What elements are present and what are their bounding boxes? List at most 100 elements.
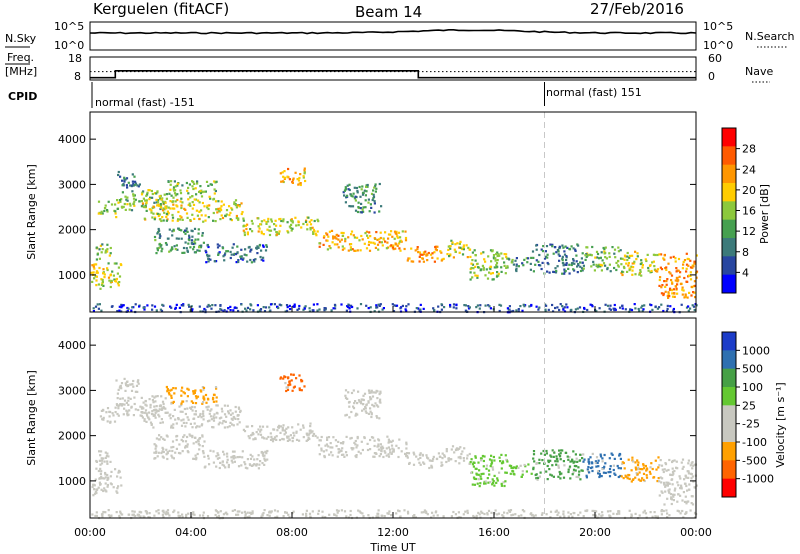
power-echo-cell-8 bbox=[206, 253, 209, 256]
velocity-echo-cell-2 bbox=[99, 415, 102, 418]
power-echo-cell-11 bbox=[332, 237, 335, 240]
velocity-echo-cell-0 bbox=[97, 486, 100, 489]
power-echo-cell-8 bbox=[205, 261, 208, 264]
velocity-echo-cell-9 bbox=[260, 428, 263, 431]
power-echo-cell-17 bbox=[558, 245, 561, 248]
power-echo-cell-3 bbox=[131, 190, 134, 193]
power-echo-cell-15 bbox=[483, 258, 486, 261]
velocity-echo-cell-14 bbox=[450, 448, 453, 451]
velocity-echo-cell-15 bbox=[471, 483, 474, 486]
velocity-echo-cell-14 bbox=[460, 452, 463, 456]
velocity-echo-cell-13 bbox=[427, 457, 430, 460]
power-echo-cell-5 bbox=[162, 219, 165, 222]
velocity-echo-cell-17 bbox=[574, 453, 577, 456]
power-echo-cell-8 bbox=[250, 261, 253, 264]
velocity-echo-cell-20 bbox=[660, 464, 664, 467]
power-echo-cell-11 bbox=[387, 237, 390, 240]
power-echo-cell-8 bbox=[232, 243, 235, 246]
power-echo-cell-21 bbox=[558, 308, 561, 312]
velocity-echo-cell-3 bbox=[148, 398, 151, 401]
power-echo-cell-12 bbox=[367, 198, 370, 201]
power-echo-cell-6 bbox=[187, 192, 190, 195]
power-echo-cell-20 bbox=[671, 292, 674, 295]
velocity-echo-cell-16 bbox=[510, 466, 513, 469]
power-echo-cell-12 bbox=[355, 186, 358, 190]
power-echo-cell-15 bbox=[484, 260, 487, 263]
noise-panel: N.Sky 10^5 10^0 10^5 10^0 N.Search bbox=[5, 20, 795, 52]
power-echo-cell-8 bbox=[240, 248, 243, 251]
velocity-echo-cell-17 bbox=[543, 453, 546, 456]
power-echo-cell-11 bbox=[327, 235, 330, 238]
velocity-echo-cell-21 bbox=[630, 516, 633, 519]
velocity-echo-cell-21 bbox=[287, 513, 290, 516]
velocity-echo-cell-11 bbox=[343, 455, 346, 458]
power-echo-cell-13 bbox=[416, 246, 419, 249]
velocity-echo-cell-15 bbox=[485, 464, 488, 467]
power-echo-cell-17 bbox=[575, 254, 578, 257]
velocity-echo-cell-20 bbox=[690, 502, 693, 505]
power-echo-cell-2 bbox=[97, 212, 100, 215]
power-echo-cell-14 bbox=[449, 247, 452, 250]
velocity-echo-cell-5 bbox=[175, 422, 178, 425]
power-echo-cell-20 bbox=[673, 295, 676, 298]
velocity-echo-cell-7 bbox=[153, 443, 156, 446]
power-echo-cell-17 bbox=[563, 268, 566, 271]
power-echo-cell-15 bbox=[495, 262, 499, 265]
velocity-echo-cell-21 bbox=[214, 513, 217, 517]
power-echo-cell-21 bbox=[264, 306, 268, 309]
power-echo-cell-19 bbox=[631, 262, 634, 265]
velocity-echo-cell-6 bbox=[187, 388, 190, 391]
power-echo-cell-12 bbox=[357, 201, 360, 204]
power-echo-cell-21 bbox=[206, 305, 209, 308]
power-echo-cell-21 bbox=[672, 307, 675, 311]
velocity-echo-cell-9 bbox=[282, 424, 285, 427]
velocity-echo-cell-15 bbox=[470, 458, 473, 461]
power-echo-cell-17 bbox=[546, 270, 549, 273]
velocity-echo-cell-12 bbox=[363, 392, 367, 395]
velocity-echo-cell-0 bbox=[119, 476, 122, 479]
velocity-echo-cell-5 bbox=[213, 413, 216, 416]
power-echo-cell-0 bbox=[102, 272, 105, 275]
velocity-echo-cell-5 bbox=[201, 423, 204, 426]
velocity-echo-cell-16 bbox=[527, 463, 530, 466]
velocity-echo-cell-15 bbox=[490, 459, 493, 462]
velocity-echo-cell-21 bbox=[567, 511, 570, 514]
velocity-echo-cell-3 bbox=[117, 407, 120, 410]
velocity-echo-cell-0 bbox=[99, 483, 102, 486]
velocity-echo-cell-11 bbox=[374, 452, 377, 455]
power-echo-cell-17 bbox=[570, 263, 573, 267]
velocity-echo-cell-9 bbox=[242, 428, 245, 431]
power-echo-cell-15 bbox=[496, 265, 499, 268]
velocity-echo-cell-21 bbox=[217, 511, 220, 514]
power-echo-cell-9 bbox=[267, 220, 270, 223]
power-echo-cell-4 bbox=[121, 179, 124, 182]
power-echo-cell-5 bbox=[196, 214, 199, 217]
velocity-echo-cell-7 bbox=[192, 457, 195, 460]
velocity-echo-cell-13 bbox=[432, 455, 435, 458]
velocity-echo-cell-17 bbox=[576, 460, 579, 463]
power-echo-cell-8 bbox=[240, 255, 243, 258]
power-echo-cell-8 bbox=[207, 245, 210, 249]
power-echo-cell-0 bbox=[119, 263, 122, 266]
velocity-echo-cell-21 bbox=[693, 512, 697, 515]
power-echo-cell-0 bbox=[107, 276, 111, 279]
power-echo-cell-0 bbox=[109, 273, 112, 276]
velocity-echo-cell-7 bbox=[174, 451, 177, 454]
velocity-echo-cell-2 bbox=[105, 411, 108, 414]
velocity-echo-cell-19 bbox=[635, 468, 638, 471]
velocity-echo-cell-15 bbox=[485, 467, 488, 470]
velocity-echo-cell-5 bbox=[236, 414, 239, 417]
power-echo-cell-5 bbox=[189, 219, 192, 222]
power-echo-cell-0 bbox=[95, 279, 98, 282]
velocity-echo-cell-20 bbox=[684, 474, 687, 477]
power-echo-cell-19 bbox=[634, 273, 637, 276]
power-echo-cell-9 bbox=[265, 222, 268, 225]
power-echo-cell-14 bbox=[458, 246, 461, 249]
velocity-echo-cell-5 bbox=[178, 405, 181, 408]
velocity-echo-cell-5 bbox=[234, 417, 237, 420]
velocity-echo-cell-0 bbox=[94, 490, 97, 493]
power-echo-cell-3 bbox=[116, 199, 119, 202]
velocity-echo-cell-11 bbox=[329, 442, 332, 445]
velocity-echo-cell-16 bbox=[530, 472, 533, 475]
velocity-echo-cell-14 bbox=[468, 452, 471, 456]
